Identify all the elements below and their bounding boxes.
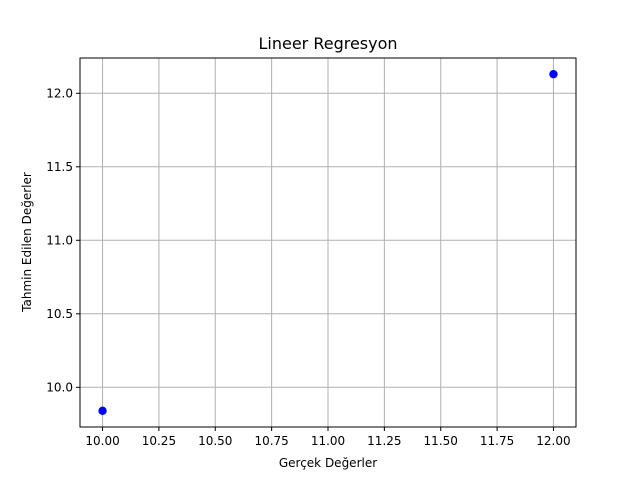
- y-tick-label: 10.5: [46, 307, 73, 321]
- x-tick-label: 11.25: [367, 434, 401, 448]
- y-tick-label: 12.0: [46, 86, 73, 100]
- y-axis-label: Tahmin Edilen Değerler: [20, 172, 34, 313]
- axis-ticks: 10.00 10.25 10.50 10.75 11.00 11.25 11.50 11.75…: [46, 86, 570, 448]
- x-tick-label: 12.00: [536, 434, 570, 448]
- chart-title: Lineer Regresyon: [258, 34, 397, 53]
- x-axis-label: Gerçek Değerler: [279, 456, 377, 470]
- grid-lines: [80, 58, 576, 427]
- data-points: [98, 69, 558, 416]
- x-tick-label: 11.50: [424, 434, 458, 448]
- data-point: [98, 406, 107, 416]
- x-tick-label: 10.50: [198, 434, 232, 448]
- x-tick-label: 10.25: [142, 434, 176, 448]
- y-tick-label: 11.5: [46, 160, 73, 174]
- x-tick-label: 10.75: [254, 434, 288, 448]
- data-point: [549, 69, 558, 79]
- y-tick-label: 10.0: [46, 380, 73, 394]
- plot-frame: [79, 57, 577, 428]
- x-tick-label: 11.75: [480, 434, 514, 448]
- y-tick-label: 11.0: [46, 233, 73, 247]
- x-tick-label: 10.00: [85, 434, 119, 448]
- x-tick-label: 11.00: [311, 434, 345, 448]
